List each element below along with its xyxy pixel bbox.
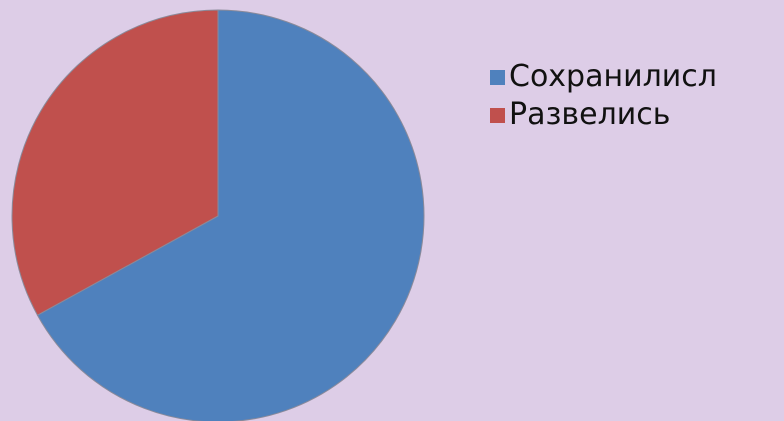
legend-label-preserved: Сохранилисл [509, 59, 717, 94]
pie-slice-preserved [36, 9, 425, 421]
legend-item-preserved: Сохранилисл [490, 58, 780, 96]
chart-legend: Сохранилисл Развелись [490, 58, 780, 134]
legend-swatch-preserved [490, 69, 505, 85]
legend-swatch-divorced [490, 107, 505, 123]
legend-label-divorced: Развелись [509, 97, 671, 132]
legend-item-divorced: Развелись [490, 96, 780, 134]
pie-slice-divorced [11, 9, 219, 316]
